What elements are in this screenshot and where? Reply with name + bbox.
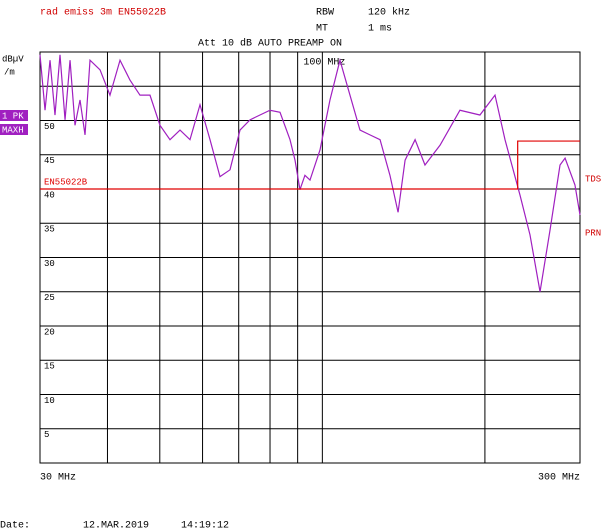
- limit-label: EN55022B: [44, 177, 88, 187]
- y-tick-label: 15: [44, 362, 55, 372]
- date-label: Date:: [0, 521, 30, 532]
- mt-label: MT: [316, 24, 328, 35]
- y-tick-label: 40: [44, 190, 55, 200]
- trace: [40, 140, 580, 190]
- y-tick-label: 25: [44, 293, 55, 303]
- detector: 1 PK: [2, 111, 24, 121]
- y-tick-label: 35: [44, 225, 55, 235]
- title: rad emiss 3m EN55022B: [40, 7, 166, 19]
- trace: [39, 54, 581, 292]
- side-label: TDS: [585, 174, 601, 184]
- x-tick-label: 30 MHz: [40, 473, 76, 484]
- y-tick-label: 5: [44, 430, 49, 440]
- y-tick-label: 30: [44, 259, 55, 269]
- settings: Att 10 dB AUTO PREAMP ON: [198, 38, 342, 50]
- mode-box: [0, 124, 28, 135]
- date: 12.MAR.2019: [83, 521, 149, 532]
- time: 14:19:12: [181, 521, 229, 532]
- rbw-label: RBW: [316, 8, 334, 19]
- mode: MAXH: [2, 125, 24, 135]
- rbw-value: 120 kHz: [368, 7, 410, 19]
- y-tick-label: 45: [44, 156, 55, 166]
- x-tick-label: 300 MHz: [538, 473, 580, 484]
- y-tick-label: 20: [44, 327, 55, 337]
- x-tick-label: 100 MHz: [303, 58, 345, 69]
- y-unit: dBµV: [2, 54, 24, 64]
- y-unit-2: /m: [4, 67, 15, 77]
- detector-box: [0, 110, 28, 121]
- y-tick-label: 10: [44, 396, 55, 406]
- mt-value: 1 ms: [368, 24, 392, 35]
- side-label: PRN: [585, 228, 601, 238]
- y-tick-label: 50: [44, 122, 55, 132]
